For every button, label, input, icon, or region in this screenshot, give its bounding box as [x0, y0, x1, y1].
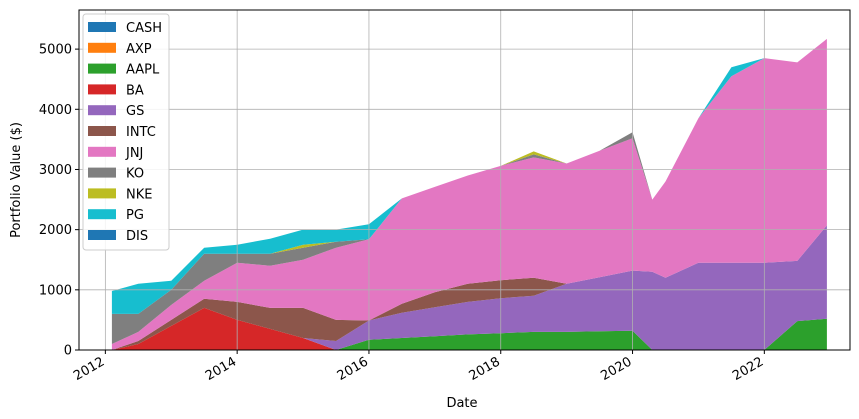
plot-frame	[78, 9, 851, 351]
legend-label: INTC	[126, 125, 156, 140]
legend-swatch	[88, 84, 116, 95]
area-series-group	[111, 38, 827, 351]
legend-label: NKE	[126, 187, 152, 202]
y-tick-label: 0	[64, 344, 72, 359]
legend-label: JNJ	[125, 146, 143, 161]
y-axis-ticks: 0 1000 2000 3000 4000 5000	[39, 43, 79, 359]
y-tick-label: 3000	[39, 163, 72, 178]
legend-swatch	[88, 188, 116, 199]
legend-label: AXP	[126, 42, 152, 57]
legend: CASH AXP AAPL BA GS INTC JNJ KO NKE PG DIS	[82, 13, 170, 251]
legend-label: AAPL	[126, 63, 160, 78]
legend-swatch	[88, 42, 116, 53]
x-axis-label: Date	[446, 396, 477, 411]
legend-label: GS	[126, 104, 144, 119]
legend-swatch	[88, 230, 116, 240]
legend-swatch	[88, 63, 116, 74]
legend-swatch	[88, 126, 116, 136]
y-tick-label: 5000	[39, 43, 72, 58]
area-jnj	[111, 38, 827, 351]
area-pg	[111, 38, 827, 314]
legend-label: KO	[126, 167, 144, 182]
legend-swatch	[88, 146, 116, 157]
legend-label: PG	[126, 208, 144, 223]
legend-label: CASH	[126, 21, 162, 36]
y-axis-label: Portfolio Value ($)	[9, 122, 24, 238]
legend-swatch	[88, 209, 116, 220]
legend-label: DIS	[126, 229, 148, 244]
area-ba	[111, 307, 827, 350]
area-aapl	[111, 318, 827, 350]
legend-label: BA	[126, 83, 144, 98]
legend-swatch	[88, 167, 116, 178]
legend-swatch	[88, 105, 116, 116]
y-tick-label: 2000	[39, 223, 72, 238]
grid-lines	[79, 10, 850, 351]
area-gs	[111, 225, 827, 350]
y-tick-label: 4000	[39, 103, 72, 118]
legend-swatch	[88, 22, 116, 32]
area-intc	[111, 225, 827, 350]
y-tick-label: 1000	[39, 283, 72, 298]
